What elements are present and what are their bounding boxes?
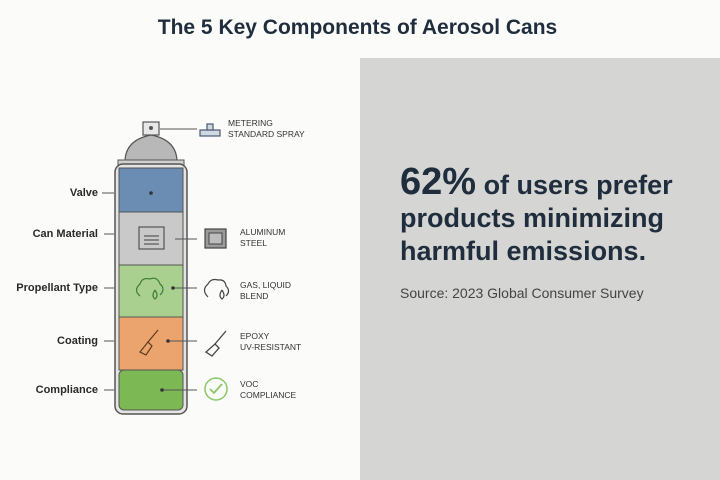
compliance-detail: VOC COMPLIANCE	[240, 379, 297, 400]
square-sheet-icon	[204, 228, 227, 249]
nozzle-detail: METERING STANDARD SPRAY	[228, 118, 305, 139]
can-material-detail: ALUMINUM STEEL	[240, 227, 286, 248]
stat-highlight: 62%	[400, 161, 477, 203]
stat-source: Source: 2023 Global Consumer Survey	[400, 285, 644, 301]
stat-panel	[360, 58, 720, 480]
document-icon	[138, 226, 165, 250]
segment-can-material	[118, 211, 184, 266]
label-coating: Coating	[57, 335, 98, 347]
label-compliance: Compliance	[35, 384, 98, 396]
aerosol-can-diagram	[102, 121, 230, 415]
cloud-drop-icon	[135, 277, 164, 300]
valve-icon	[199, 123, 221, 137]
check-circle-icon	[204, 377, 228, 401]
stat-body: of users prefer products minimizing harm…	[400, 170, 673, 266]
label-valve: Valve	[69, 187, 98, 199]
label-can-material: Can Material	[32, 228, 98, 240]
segment-propellant-type	[118, 264, 184, 318]
coating-detail: EPOXY UV-RESISTANT	[240, 331, 302, 352]
page-title: The 5 Key Components of Aerosol Cans	[157, 16, 558, 39]
cloud-drop-icon	[203, 278, 230, 300]
segment-valve	[118, 167, 184, 213]
brush-icon	[204, 330, 227, 357]
brush-icon	[139, 329, 159, 356]
segment-coating	[118, 316, 184, 371]
label-propellant-type: Propellant Type	[16, 282, 98, 294]
can-dome	[124, 134, 178, 163]
propellant-detail: GAS, LIQUID BLEND	[240, 280, 292, 301]
stat-text: 62% of users prefer products minimizing …	[400, 163, 710, 268]
